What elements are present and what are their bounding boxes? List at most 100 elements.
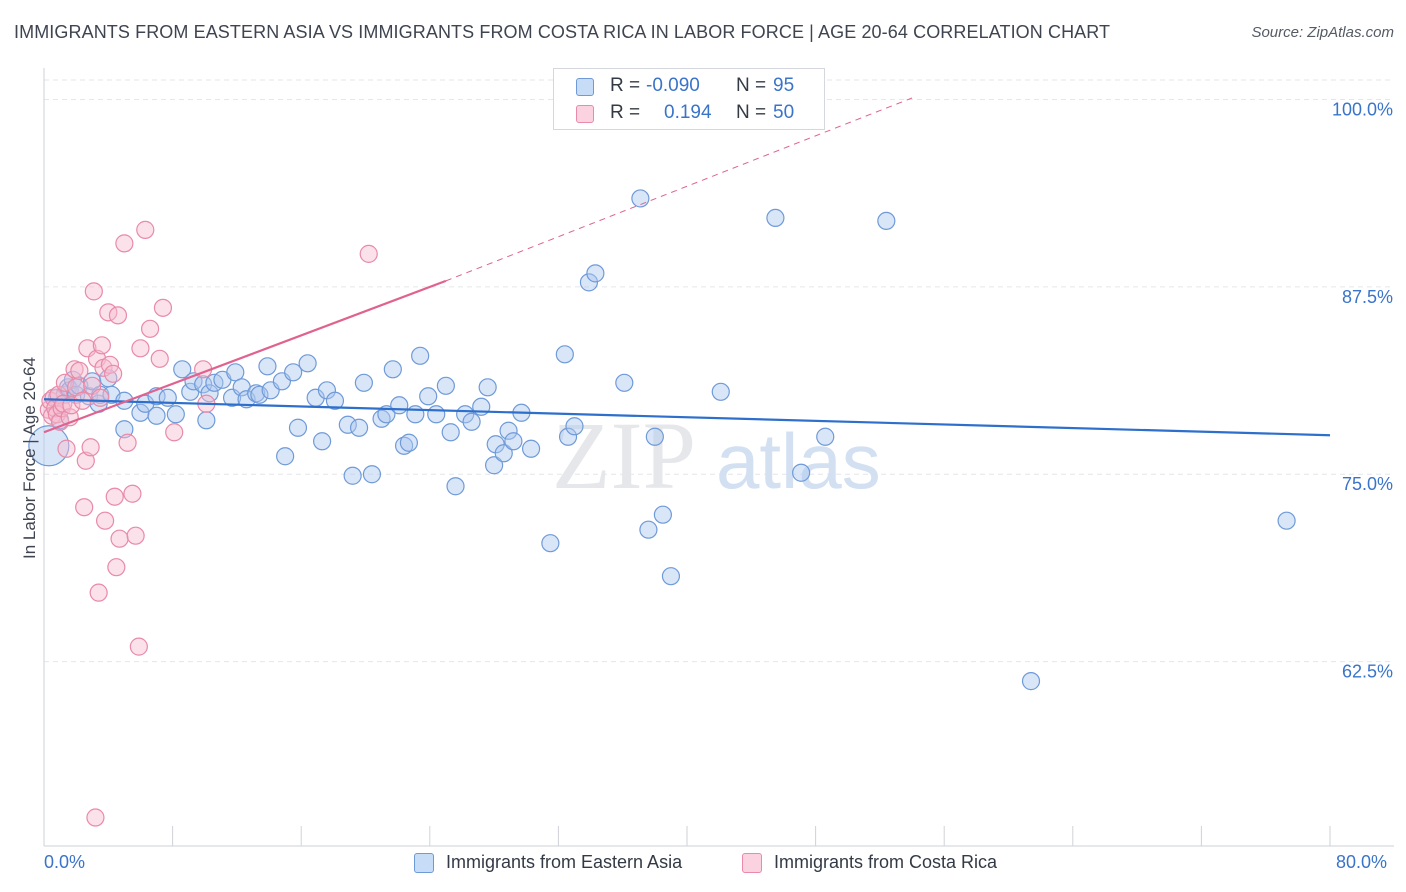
eastern-asia-point	[325, 391, 345, 410]
eastern-asia-point	[200, 384, 219, 403]
eastern-asia-point	[276, 447, 295, 466]
costa-rica-point	[104, 364, 123, 383]
y-tick-label: 75.0%	[1342, 474, 1393, 494]
costa-rica-point	[70, 361, 89, 380]
legend-n-label: N =	[736, 75, 767, 96]
costa-rica-point	[105, 487, 124, 506]
legend-n-label: N =	[736, 102, 767, 123]
eastern-asia-point	[653, 505, 672, 524]
eastern-asia-point	[436, 376, 455, 395]
eastern-asia-point	[343, 466, 362, 485]
eastern-asia-point	[349, 418, 369, 437]
data-points	[28, 189, 1296, 827]
eastern-asia-point	[615, 373, 634, 392]
eastern-asia-point	[288, 418, 308, 437]
y-tick-label: 87.5%	[1342, 287, 1393, 307]
costa-rica-point	[118, 433, 137, 452]
costa-rica-point	[165, 423, 184, 442]
eastern-asia-point	[485, 456, 504, 475]
eastern-asia-point	[197, 411, 216, 430]
eastern-asia-point	[406, 405, 425, 424]
y-axis-label: In Labor Force | Age 20-64	[20, 357, 39, 559]
eastern-asia-point	[441, 423, 460, 442]
costa-rica-point	[75, 498, 94, 517]
legend-swatch-blue	[576, 78, 594, 96]
eastern-asia-point	[541, 534, 560, 553]
legend-series-label: Immigrants from Costa Rica	[774, 852, 998, 872]
legend-n-value: 50	[773, 102, 795, 123]
eastern-asia-point	[446, 477, 465, 496]
eastern-asia-point	[258, 357, 277, 376]
legend-r-value: 0.194	[664, 102, 712, 123]
legend-r-label: R =	[610, 102, 641, 123]
eastern-asia-point	[494, 444, 513, 463]
costa-rica-point	[50, 412, 70, 431]
watermark: ZIP atlas	[552, 402, 881, 509]
costa-rica-trend-line	[43, 279, 447, 434]
costa-rica-point	[115, 234, 134, 253]
eastern-asia-point	[419, 387, 438, 406]
costa-rica-point	[131, 339, 150, 358]
eastern-asia-point	[639, 520, 658, 539]
costa-rica-point	[91, 388, 110, 407]
grid-lines	[44, 79, 1394, 663]
costa-rica-point	[81, 438, 100, 457]
legend-swatch-pink	[576, 105, 594, 123]
costa-rica-point	[84, 282, 103, 301]
eastern-asia-point	[226, 363, 245, 382]
eastern-asia-point	[877, 211, 896, 230]
eastern-asia-point	[586, 264, 605, 283]
costa-rica-point	[86, 808, 105, 827]
eastern-asia-point	[298, 354, 317, 373]
eastern-asia-point	[661, 567, 681, 586]
eastern-asia-point	[427, 405, 446, 424]
legend-r-label: R =	[610, 75, 641, 96]
eastern-asia-point	[173, 360, 192, 379]
eastern-asia-point	[711, 382, 730, 401]
costa-rica-point	[57, 439, 76, 458]
costa-rica-point	[136, 220, 155, 239]
y-tick-label: 62.5%	[1342, 662, 1393, 682]
trend-lines	[43, 97, 1331, 437]
eastern-asia-point	[362, 465, 382, 484]
eastern-asia-point	[390, 396, 409, 415]
eastern-asia-point	[338, 415, 357, 434]
eastern-asia-point	[565, 417, 584, 436]
costa-rica-point	[126, 526, 145, 545]
eastern-asia-point	[766, 208, 785, 228]
eastern-asia-point	[558, 427, 578, 446]
axes	[43, 68, 1394, 847]
costa-rica-point	[108, 306, 128, 325]
watermark-atlas: atlas	[716, 417, 881, 505]
eastern-asia-point	[504, 432, 523, 451]
watermark-zip: ZIP	[552, 402, 696, 509]
legend-n-value: 95	[773, 75, 795, 96]
costa-rica-point	[89, 583, 108, 602]
costa-rica-point	[123, 484, 142, 503]
eastern-asia-point	[284, 363, 303, 382]
eastern-asia-point	[555, 345, 574, 364]
eastern-asia-point	[383, 360, 402, 379]
eastern-asia-point	[478, 378, 497, 397]
legend-series-label: Immigrants from Eastern Asia	[446, 852, 683, 872]
eastern-asia-point	[147, 406, 166, 425]
eastern-asia-point	[28, 425, 70, 467]
y-tick-labels: 62.5% 75.0% 87.5% 100.0%	[1332, 99, 1393, 681]
costa-rica-point	[55, 373, 74, 392]
costa-rica-point	[95, 511, 115, 530]
eastern-asia-point	[816, 427, 835, 446]
costa-rica-point	[150, 349, 169, 368]
costa-rica-point	[153, 298, 173, 317]
eastern-asia-point	[1021, 672, 1041, 691]
eastern-asia-point	[579, 273, 599, 292]
eastern-asia-point	[645, 427, 664, 446]
eastern-asia-point	[499, 421, 518, 440]
costa-rica-point	[110, 529, 129, 548]
legend-swatch-pink	[742, 853, 762, 873]
eastern-asia-point	[792, 463, 811, 482]
costa-rica-point	[76, 451, 95, 470]
eastern-asia-point	[250, 385, 269, 404]
eastern-asia-point	[312, 432, 332, 451]
eastern-asia-point	[521, 439, 541, 458]
